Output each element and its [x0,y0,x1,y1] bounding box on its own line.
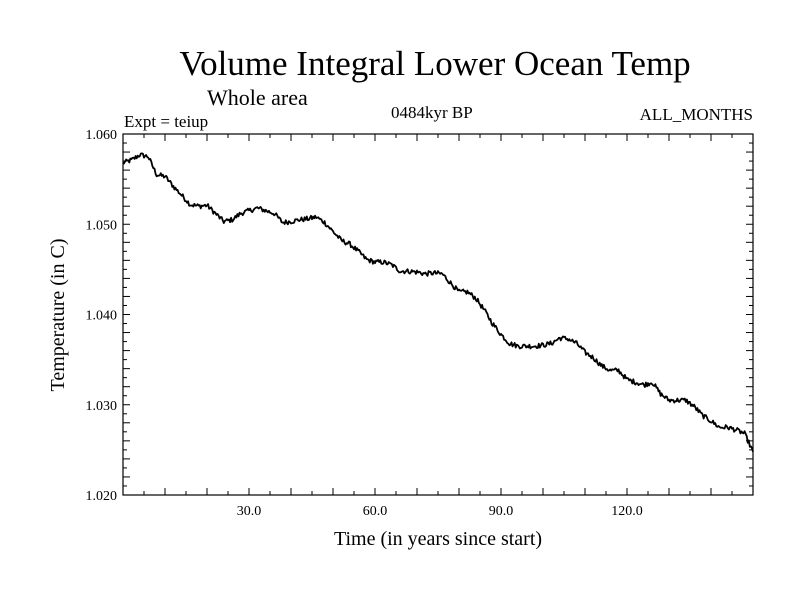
x-tick-label: 60.0 [363,504,388,519]
y-axis-label: Temperature (in C) [47,239,69,392]
y-tick-label: 1.040 [86,309,118,324]
axis-ticks [123,134,753,495]
x-axis-label: Time (in years since start) [334,528,542,550]
x-tick-label: 30.0 [237,504,262,519]
series-line [122,152,754,452]
y-tick-label: 1.060 [86,128,118,143]
plot-frame [122,133,754,496]
chart-title: Volume Integral Lower Ocean Temp [179,44,691,83]
months-label: ALL_MONTHS [639,105,753,124]
y-tick-label: 1.020 [86,489,118,504]
tick-labels: 30.0 60.0 90.0 120.0 1.020 1.030 1.040 1.050 1.0… [86,128,643,519]
experiment-label: Expt = teiup [124,112,209,131]
y-tick-label: 1.050 [86,218,118,233]
period-label: 0484kyr BP [391,103,473,122]
y-tick-label: 1.030 [86,399,118,414]
x-tick-label: 120.0 [611,504,643,519]
chart-subtitle: Whole area [207,85,308,110]
x-tick-label: 90.0 [489,504,514,519]
